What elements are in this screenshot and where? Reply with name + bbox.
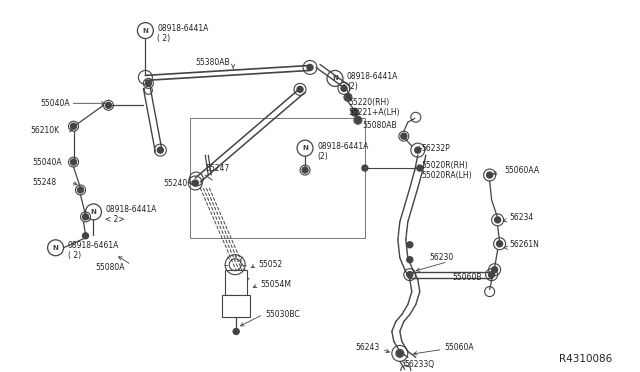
Text: 56233Q: 56233Q [405, 360, 435, 369]
Circle shape [355, 117, 361, 123]
Text: 55040A: 55040A [33, 158, 62, 167]
Text: 08918-6441A: 08918-6441A [157, 24, 209, 33]
Circle shape [492, 267, 498, 273]
Circle shape [307, 64, 313, 70]
Text: 55380AB: 55380AB [195, 58, 230, 67]
Text: 08918-6441A: 08918-6441A [106, 205, 157, 214]
Circle shape [362, 165, 368, 171]
Text: 55030BC: 55030BC [265, 310, 300, 319]
Text: 55060B: 55060B [452, 273, 482, 282]
Text: 55060A: 55060A [445, 343, 474, 352]
Text: (2): (2) [347, 82, 358, 91]
Circle shape [83, 214, 88, 220]
Circle shape [407, 272, 413, 278]
Text: 08918-6441A: 08918-6441A [317, 142, 369, 151]
Circle shape [495, 217, 500, 223]
Text: 55054M: 55054M [260, 280, 291, 289]
Text: 55080AB: 55080AB [362, 121, 397, 130]
Circle shape [415, 147, 420, 153]
Text: ( 2): ( 2) [68, 251, 81, 260]
Circle shape [302, 167, 308, 173]
Circle shape [83, 233, 88, 239]
Circle shape [145, 80, 152, 86]
Text: < 2>: < 2> [106, 215, 125, 224]
Text: 08918-6441A: 08918-6441A [347, 72, 398, 81]
Text: 56243: 56243 [356, 343, 380, 352]
Circle shape [233, 328, 239, 334]
Text: 56230: 56230 [430, 253, 454, 262]
Text: N: N [90, 209, 97, 215]
Text: 55221+A(LH): 55221+A(LH) [348, 108, 399, 117]
Text: 55020R(RH): 55020R(RH) [422, 161, 468, 170]
Circle shape [401, 133, 407, 139]
FancyBboxPatch shape [225, 270, 247, 295]
Circle shape [70, 123, 77, 129]
Circle shape [417, 165, 423, 171]
Text: (2): (2) [317, 152, 328, 161]
Circle shape [407, 257, 413, 263]
Text: 55080A: 55080A [95, 263, 125, 272]
Text: 55220(RH): 55220(RH) [348, 98, 389, 107]
Text: N: N [143, 28, 148, 33]
Circle shape [488, 272, 495, 278]
Text: 55060AA: 55060AA [504, 166, 540, 174]
Text: N: N [332, 76, 338, 81]
Text: 56232P: 56232P [422, 144, 451, 153]
Circle shape [345, 94, 351, 100]
Circle shape [397, 350, 403, 356]
Text: 56234: 56234 [509, 214, 534, 222]
Circle shape [106, 102, 111, 108]
Circle shape [192, 180, 198, 186]
Text: 55020RA(LH): 55020RA(LH) [422, 170, 472, 180]
Text: R4310086: R4310086 [559, 355, 612, 364]
Circle shape [486, 172, 493, 178]
Text: 55248: 55248 [33, 177, 57, 186]
Text: 55052: 55052 [258, 260, 282, 269]
Text: 08918-6461A: 08918-6461A [68, 241, 119, 250]
Circle shape [341, 86, 347, 92]
Circle shape [70, 159, 77, 165]
Text: ( 2): ( 2) [157, 34, 170, 43]
Text: 55247: 55247 [205, 164, 230, 173]
Circle shape [77, 187, 83, 193]
Text: N: N [302, 145, 308, 151]
Text: 55040A: 55040A [40, 99, 70, 108]
FancyBboxPatch shape [222, 295, 250, 317]
Text: N: N [52, 245, 58, 251]
Text: 55240: 55240 [163, 179, 188, 187]
Circle shape [407, 242, 413, 248]
Text: 56261N: 56261N [509, 240, 540, 249]
Text: 56210K: 56210K [31, 126, 60, 135]
Circle shape [352, 109, 358, 115]
Circle shape [157, 147, 163, 153]
Circle shape [497, 241, 502, 247]
Circle shape [297, 86, 303, 92]
